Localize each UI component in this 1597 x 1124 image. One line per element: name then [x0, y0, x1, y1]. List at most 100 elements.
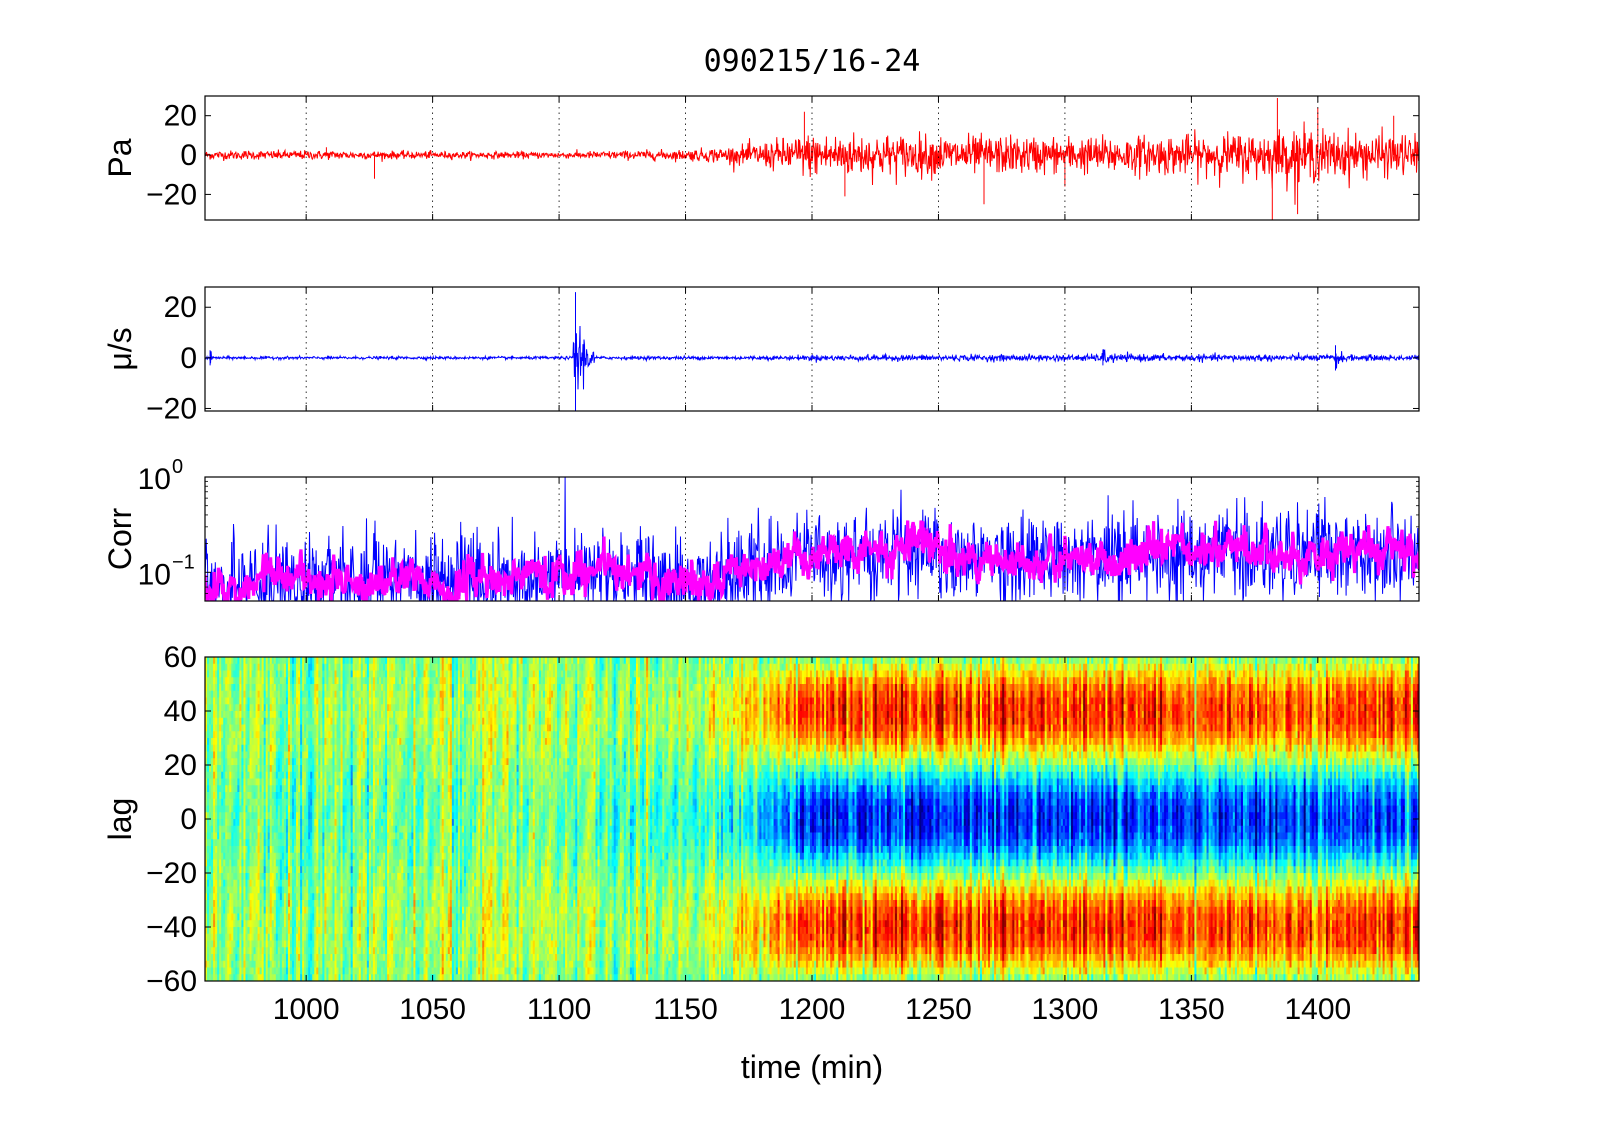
heatmap-cell	[217, 886, 220, 894]
heatmap-cell	[255, 825, 259, 834]
heatmap-cell	[279, 663, 283, 672]
heatmap-cell	[328, 900, 332, 908]
heatmap-cell	[314, 832, 317, 840]
heatmap-cell	[302, 893, 305, 901]
heatmap-cell	[318, 967, 321, 975]
heatmap-cell	[300, 893, 303, 901]
heatmap-cell	[306, 792, 309, 800]
heatmap-cell	[205, 663, 208, 672]
heatmap-cell	[237, 690, 240, 699]
heatmap-cell	[287, 967, 291, 975]
heatmap-cell	[267, 832, 271, 840]
heatmap-cell	[223, 886, 226, 894]
heatmap-cell	[322, 663, 325, 672]
heatmap-cell	[314, 812, 317, 820]
heatmap-cell	[259, 684, 263, 692]
heatmap-cell	[273, 690, 277, 699]
heatmap-cell	[217, 852, 220, 861]
heatmap-cell	[283, 906, 287, 915]
heatmap-cell	[306, 798, 309, 807]
heatmap-cell	[269, 785, 273, 793]
heatmap-cell	[205, 704, 208, 712]
heatmap-cell	[294, 967, 297, 975]
heatmap-cell	[205, 819, 208, 827]
heatmap-cell	[217, 751, 220, 759]
heatmap-cell	[259, 738, 263, 746]
heatmap-cell	[281, 805, 285, 813]
heatmap-cell	[324, 927, 327, 935]
heatmap-cell	[324, 873, 327, 881]
heatmap-cell	[304, 927, 307, 935]
heatmap-cell	[279, 670, 283, 678]
heatmap-cell	[324, 879, 327, 888]
heatmap-cell	[318, 852, 321, 861]
heatmap-cell	[215, 933, 218, 942]
heatmap-cell	[312, 859, 315, 867]
heatmap-cell	[223, 798, 226, 807]
heatmap-cell	[271, 839, 275, 847]
heatmap-cell	[294, 933, 297, 942]
heatmap-cell	[277, 724, 281, 732]
heatmap-cell	[308, 677, 311, 685]
heatmap-cell	[223, 852, 226, 861]
heatmap-cell	[227, 798, 230, 807]
heatmap-cell	[326, 690, 330, 699]
heatmap-cell	[227, 805, 230, 813]
pressure-series-line	[205, 98, 1419, 220]
heatmap-cell	[209, 859, 212, 867]
heatmap-cell	[285, 873, 289, 881]
heatmap-cell	[306, 967, 309, 975]
heatmap-cell	[251, 852, 255, 861]
heatmap-cell	[289, 832, 293, 840]
heatmap-cell	[306, 954, 309, 962]
heatmap-cell	[265, 933, 269, 942]
heatmap-cell	[328, 839, 332, 847]
heatmap-cell	[324, 947, 327, 955]
heatmap-cell	[302, 812, 305, 820]
heatmap-cell	[255, 697, 259, 705]
heatmap-cell	[227, 771, 230, 780]
heatmap-cell	[279, 974, 283, 981]
heatmap-cell	[261, 792, 265, 800]
heatmap-cell	[223, 771, 226, 780]
heatmap-cell	[277, 738, 281, 746]
heatmap-cell	[215, 974, 218, 981]
heatmap-cell	[221, 906, 224, 915]
heatmap-cell	[207, 684, 210, 692]
heatmap-cell	[227, 825, 230, 834]
heatmap-cell	[207, 859, 210, 867]
heatmap-cell	[271, 690, 275, 699]
heatmap-cell	[285, 906, 289, 915]
heatmap-cell	[328, 866, 332, 874]
heatmap-cell	[267, 866, 271, 874]
heatmap-cell	[265, 670, 269, 678]
heatmap-cell	[209, 684, 212, 692]
heatmap-cell	[221, 974, 224, 981]
heatmap-cell	[320, 751, 323, 759]
heatmap-cell	[318, 906, 321, 915]
heatmap-cell	[273, 920, 277, 928]
heatmap-cell	[245, 873, 249, 881]
heatmap-cell	[251, 778, 255, 786]
heatmap-cell	[217, 704, 220, 712]
heatmap-cell	[308, 704, 311, 712]
heatmap-cell	[249, 731, 253, 739]
heatmap-cell	[259, 947, 263, 955]
heatmap-cell	[279, 771, 283, 780]
heatmap-cell	[324, 785, 327, 793]
heatmap-cell	[207, 954, 210, 962]
heatmap-cell	[328, 832, 332, 840]
heatmap-cell	[304, 886, 307, 894]
heatmap-cell	[223, 765, 226, 773]
heatmap-cell	[324, 933, 327, 942]
heatmap-cell	[249, 798, 253, 807]
heatmap-cell	[233, 744, 236, 753]
heatmap-cell	[249, 927, 253, 935]
heatmap-cell	[300, 940, 303, 948]
heatmap-cell	[271, 825, 275, 834]
heatmap-cell	[251, 758, 255, 766]
heatmap-cell	[217, 879, 220, 888]
heatmap-cell	[273, 792, 277, 800]
heatmap-cell	[253, 974, 257, 981]
heatmap-cell	[283, 819, 287, 827]
